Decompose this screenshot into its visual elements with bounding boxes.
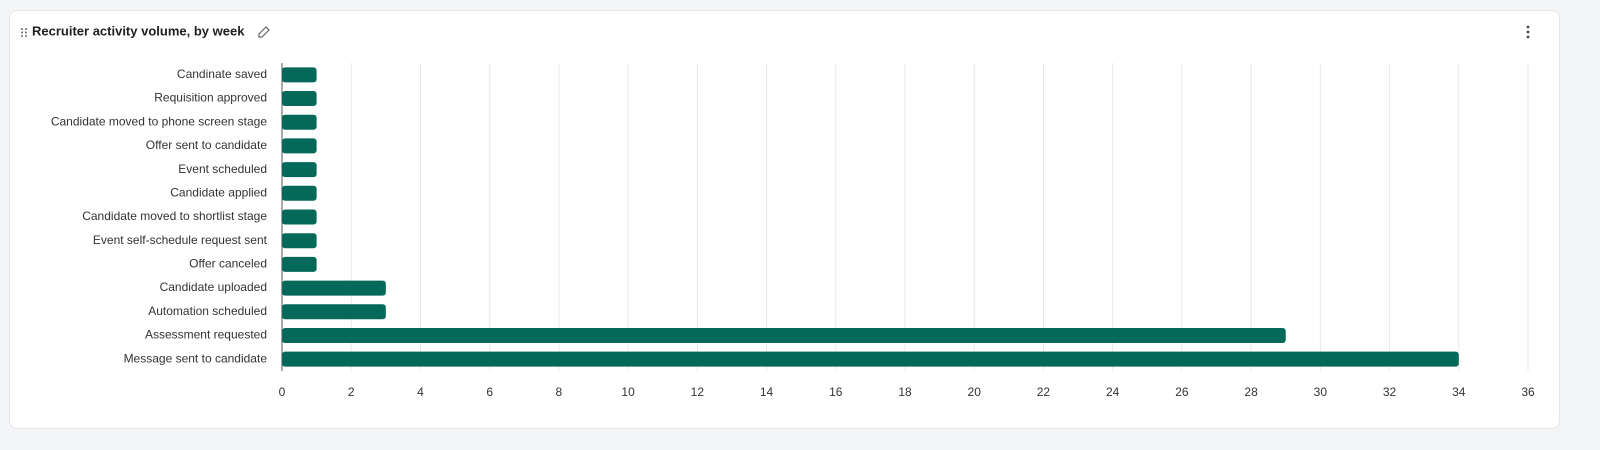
y-tick-label: Event self-schedule request sent (93, 233, 268, 247)
x-tick-label: 20 (968, 385, 982, 399)
bar (282, 185, 317, 201)
bar (282, 233, 317, 249)
y-tick-label: Offer canceled (189, 257, 267, 271)
x-tick-label: 26 (1175, 385, 1189, 399)
x-tick-label: 32 (1383, 385, 1397, 399)
bar (282, 256, 317, 272)
bar (282, 280, 386, 296)
x-tick-label: 28 (1244, 385, 1258, 399)
drag-handle[interactable] (21, 28, 27, 37)
x-tick-label: 2 (348, 385, 355, 399)
chart-title: Recruiter activity volume, by week (32, 23, 245, 38)
x-tick-label: 16 (829, 385, 843, 399)
bar (282, 351, 1459, 367)
y-tick-label: Assessment requested (145, 328, 267, 342)
y-tick-label: Candinate saved (177, 67, 267, 81)
y-tick-label: Message sent to candidate (124, 351, 268, 365)
y-tick-label: Candidate moved to shortlist stage (82, 209, 267, 223)
menu-icon[interactable] (1526, 25, 1530, 39)
y-tick-label: Candidate applied (170, 185, 267, 199)
x-tick-label: 8 (556, 385, 563, 399)
x-tick-label: 22 (1037, 385, 1051, 399)
bar (282, 209, 317, 225)
y-tick-label: Automation scheduled (148, 304, 267, 318)
bar (282, 162, 317, 178)
edit-icon[interactable] (258, 26, 270, 38)
x-tick-label: 34 (1452, 385, 1466, 399)
x-tick-label: 10 (621, 385, 635, 399)
x-tick-label: 18 (898, 385, 912, 399)
x-tick-label: 6 (486, 385, 493, 399)
x-tick-label: 36 (1521, 385, 1535, 399)
y-tick-label: Requisition approved (154, 91, 267, 105)
x-tick-label: 0 (279, 385, 286, 399)
bar (282, 91, 317, 107)
x-tick-label: 4 (417, 385, 424, 399)
bar (282, 327, 1286, 343)
bar (282, 304, 386, 320)
y-tick-label: Candidate moved to phone screen stage (51, 114, 267, 128)
bar (282, 114, 317, 130)
bar (282, 67, 317, 83)
x-tick-label: 12 (691, 385, 705, 399)
y-tick-label: Candidate uploaded (160, 280, 267, 294)
x-tick-label: 14 (760, 385, 774, 399)
bar (282, 138, 317, 154)
y-tick-label: Event scheduled (178, 162, 267, 176)
x-tick-label: 24 (1106, 385, 1120, 399)
y-tick-label: Offer sent to candidate (146, 138, 268, 152)
x-tick-label: 30 (1314, 385, 1328, 399)
